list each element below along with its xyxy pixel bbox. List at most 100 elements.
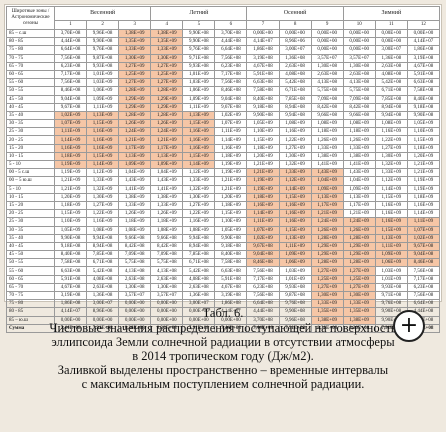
- value-cell: 9,67E+08: [214, 102, 248, 112]
- value-cell: 1,18E+09: [214, 151, 248, 162]
- value-cell: 1,16E+09: [182, 143, 216, 153]
- season-header: Зимний: [342, 6, 441, 21]
- value-cell: 9,90E+08: [182, 37, 216, 47]
- value-cell: 1,11E+09: [278, 241, 312, 252]
- value-cell: 1,22E+09: [374, 135, 408, 145]
- value-cell: 1,06E+09: [182, 86, 216, 96]
- value-cell: 5,42E+08: [374, 78, 408, 88]
- column-number: 5: [182, 19, 216, 31]
- value-cell: 6,23E+08: [246, 282, 280, 293]
- value-cell: 1,38E+09: [118, 192, 152, 202]
- value-cell: 9,66E+08: [310, 110, 344, 121]
- value-cell: 1,41E+09: [118, 184, 152, 194]
- value-cell: 1,08E+09: [374, 119, 408, 129]
- value-cell: 1,19E+09: [406, 176, 441, 186]
- table-row: 20 - 25 1,14E+09 1,16E+09 1,21E+09 1,21E+09 1…: [6, 135, 441, 145]
- value-cell: 1,18E+09: [310, 127, 344, 137]
- table-row: 40 - 45 9,18E+08 8,94E+08 8,42E+08 8,42E+08 8…: [6, 241, 441, 252]
- value-cell: 1,15E+09: [182, 151, 216, 162]
- value-cell: 1,32E+09: [182, 184, 216, 194]
- zone-cell: 50 - 55: [6, 86, 55, 96]
- value-cell: 1,41E+09: [150, 184, 184, 194]
- value-cell: 1,20E+09: [53, 192, 88, 202]
- value-cell: 1,26E+09: [150, 119, 184, 129]
- value-cell: 7,56E+08: [53, 53, 88, 63]
- zone-cell: 60 - 65: [6, 69, 55, 80]
- value-cell: 1,21E+09: [150, 135, 184, 145]
- value-cell: 9,76E+08: [86, 45, 120, 55]
- table-row: 15 - 20 1,16E+09 1,16E+09 1,17E+09 1,17E+09 1…: [6, 143, 441, 153]
- value-cell: 1,13E+09: [86, 110, 120, 121]
- value-cell: 7,17E+08: [246, 274, 280, 284]
- table-row: 70 - 75 3,19E+08 1,36E+08 3,57E+07 3,57E+07 1…: [6, 290, 441, 301]
- value-cell: 1,32E+09: [86, 184, 120, 194]
- value-cell: 1,26E+09: [118, 209, 152, 219]
- value-cell: 0,00E+00: [342, 37, 376, 47]
- value-cell: 2,63E+08: [182, 282, 216, 293]
- zone-header: Широтные зоны / Астрономические сезоны: [6, 6, 55, 30]
- value-cell: 1,33E+09: [118, 45, 152, 55]
- value-cell: 1,29E+09: [342, 241, 376, 252]
- value-cell: 1,09E+09: [310, 184, 344, 194]
- value-cell: 4,14E+07: [406, 37, 441, 47]
- value-cell: 1,36E+08: [374, 53, 408, 63]
- value-cell: 1,09E+09: [342, 184, 376, 194]
- value-cell: 9,04E+08: [214, 94, 248, 104]
- value-cell: 1,41E+09: [342, 159, 376, 170]
- value-cell: 1,38E+09: [150, 192, 184, 202]
- value-cell: 8,46E+08: [406, 258, 441, 268]
- value-cell: 1,15E+09: [86, 151, 120, 162]
- value-cell: 9,90E+08: [53, 233, 88, 243]
- value-cell: 1,01E+09: [374, 274, 408, 284]
- table-row: 65 - 70 6,23E+08 9,93E+08 1,27E+09 1,27E+09 9…: [6, 61, 441, 71]
- value-cell: 3,57E+07: [310, 53, 344, 63]
- value-cell: 3,00E+07: [374, 45, 408, 55]
- value-cell: 9,94E+08: [278, 110, 312, 121]
- table-row: 5 - 10 1,21E+09 1,32E+09 1,41E+09 1,41E+09 1,…: [6, 184, 441, 194]
- value-cell: 1,07E+09: [53, 119, 88, 129]
- value-cell: 1,16E+09: [406, 200, 441, 211]
- value-cell: 5,42E+08: [86, 266, 120, 276]
- value-cell: 1,15E+09: [214, 209, 248, 219]
- value-cell: 1,24E+09: [310, 217, 344, 227]
- value-cell: 9,67E+08: [246, 241, 280, 252]
- value-cell: 1,16E+09: [86, 217, 120, 227]
- zone-cell: 55 - 60: [6, 78, 55, 88]
- value-cell: 1,16E+09: [246, 200, 280, 211]
- value-cell: 7,56E+08: [53, 78, 88, 88]
- table-row: 30 - 35 1,05E+09 1,08E+09 1,08E+09 1,08E+09 1…: [6, 225, 441, 235]
- value-cell: 1,16E+09: [278, 127, 312, 137]
- value-cell: 1,04E+09: [310, 176, 344, 186]
- value-cell: 1,18E+09: [118, 217, 152, 227]
- zoom-button[interactable]: +: [393, 310, 425, 342]
- value-cell: 1,08E+09: [150, 225, 184, 235]
- value-cell: 9,96E+08: [86, 28, 120, 39]
- value-cell: 1,09E+09: [118, 159, 152, 170]
- zone-cell: 55 - 60: [6, 266, 55, 276]
- value-cell: 1,19E+09: [246, 176, 280, 186]
- value-cell: 1,29E+09: [310, 250, 344, 260]
- value-cell: 1,38E+09: [310, 151, 344, 162]
- value-cell: 8,42E+08: [310, 102, 344, 112]
- value-cell: 1,21E+09: [246, 159, 280, 170]
- value-cell: 1,21E+09: [214, 184, 248, 194]
- value-cell: 5,91E+08: [246, 69, 280, 80]
- table-row: 55 - 60 6,63E+08 5,42E+08 4,13E+08 4,13E+08 5…: [6, 266, 441, 276]
- value-cell: 3,57E+07: [150, 290, 184, 301]
- value-cell: 5,75E+08: [310, 86, 344, 96]
- value-cell: 0,00E+00: [374, 37, 408, 47]
- value-cell: 1,13E+09: [182, 110, 216, 121]
- value-cell: 9,76E+08: [182, 45, 216, 55]
- value-cell: 4,08E+08: [182, 274, 216, 284]
- value-cell: 1,13E+09: [310, 192, 344, 202]
- value-cell: 1,10E+09: [406, 127, 441, 137]
- value-cell: 1,30E+09: [182, 192, 216, 202]
- value-cell: 8,40E+08: [246, 94, 280, 104]
- table-row: 10 - 15 1,18E+09 1,15E+09 1,13E+09 1,13E+09 1…: [6, 151, 441, 162]
- value-cell: 1,05E+09: [406, 119, 441, 129]
- value-cell: 3,19E+08: [214, 290, 248, 301]
- value-cell: 3,70E+08: [214, 28, 248, 39]
- value-cell: 1,20E+09: [406, 151, 441, 162]
- value-cell: 7,58E+08: [214, 258, 248, 268]
- value-cell: 4,13E+08: [150, 266, 184, 276]
